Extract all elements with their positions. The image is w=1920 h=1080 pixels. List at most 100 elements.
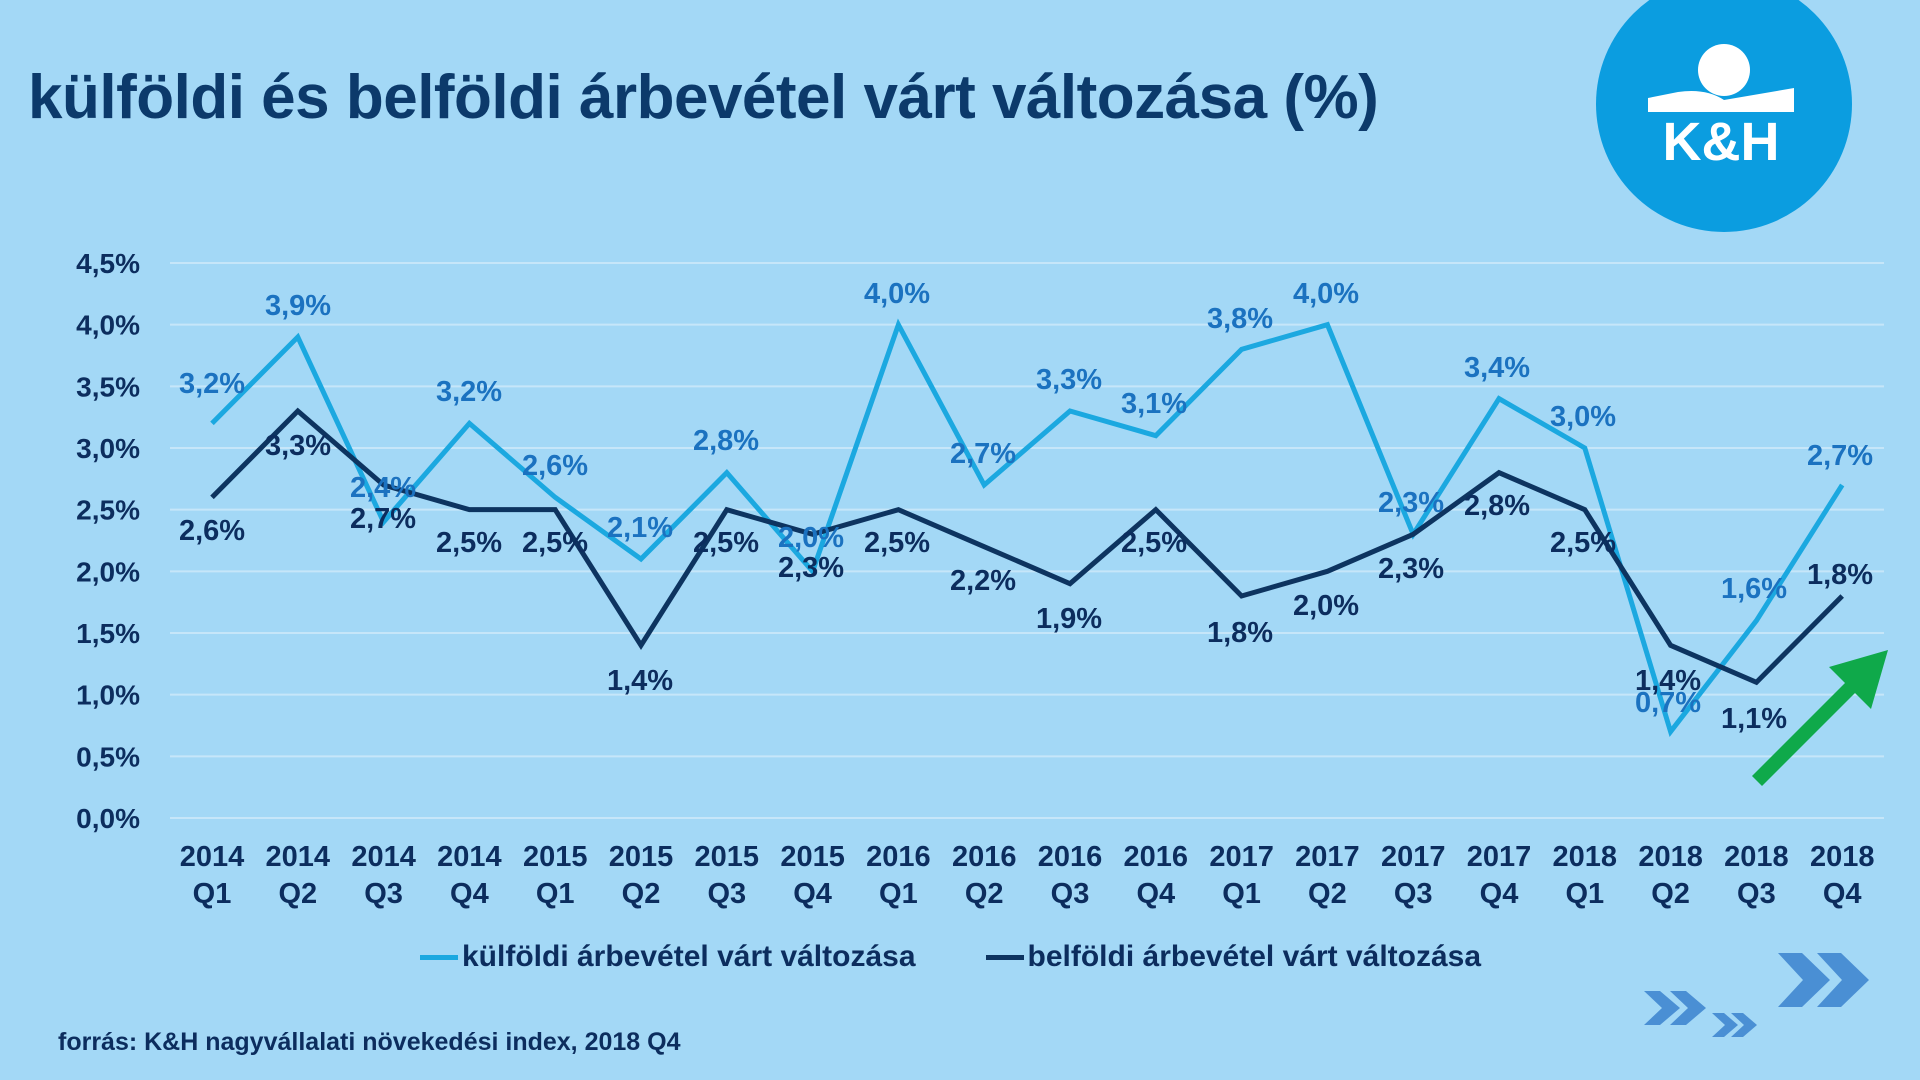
x-tick-label-quarter: Q2: [278, 878, 317, 910]
y-tick-label: 1,5%: [76, 618, 140, 649]
data-label-foreign: 3,2%: [436, 376, 502, 408]
data-label-foreign: 2,8%: [693, 425, 759, 457]
x-tick-label-year: 2017: [1209, 841, 1274, 873]
logo-circle: [1596, 0, 1852, 232]
x-tick-label-year: 2015: [609, 841, 674, 873]
data-label-domestic: 2,3%: [1378, 553, 1444, 585]
legend-swatch-foreign: [420, 954, 458, 960]
x-tick-label-quarter: Q3: [364, 878, 403, 910]
data-label-foreign: 2,4%: [350, 472, 416, 504]
trend-arrow-icon: [1752, 650, 1888, 786]
data-label-foreign: 2,7%: [950, 438, 1016, 470]
chart-title: külföldi és belföldi árbevétel várt vált…: [28, 63, 1379, 132]
data-label-domestic: 3,3%: [265, 430, 331, 462]
gridlines: [170, 262, 1884, 819]
data-label-foreign: 3,9%: [265, 290, 331, 322]
series-line-foreign: [210, 318, 1845, 738]
x-tick-label-year: 2018: [1724, 841, 1789, 873]
data-label-domestic: 2,6%: [179, 515, 245, 547]
legend-swatch-domestic: [985, 954, 1024, 960]
data-label-domestic: 2,7%: [350, 503, 416, 535]
data-label-domestic: 2,5%: [522, 527, 588, 559]
data-label-foreign: 3,1%: [1121, 388, 1187, 420]
data-label-domestic: 1,8%: [1207, 617, 1273, 649]
x-tick-label-quarter: Q3: [707, 878, 746, 910]
data-label-foreign: 4,0%: [1293, 278, 1359, 310]
x-tick-label-quarter: Q1: [879, 878, 918, 910]
data-label-foreign: 4,0%: [864, 278, 930, 310]
x-tick-label-quarter: Q2: [622, 878, 661, 910]
y-tick-label: 2,5%: [76, 495, 140, 526]
x-tick-label-quarter: Q3: [1051, 878, 1090, 910]
x-tick-label-quarter: Q4: [1136, 878, 1175, 910]
legend-item-domestic: belföldi árbevétel várt változása: [985, 940, 1481, 974]
y-tick-label: 1,0%: [76, 680, 140, 711]
y-tick-label: 2,0%: [76, 556, 140, 587]
data-label-foreign: 0,7%: [1635, 687, 1701, 719]
x-tick-label-quarter: Q1: [1222, 878, 1261, 910]
series-lines: [210, 318, 1845, 738]
data-label-domestic: 2,3%: [778, 552, 844, 584]
logo-ball-icon: [1698, 44, 1750, 96]
data-label-foreign: 1,6%: [1721, 573, 1787, 605]
data-label-domestic: 1,4%: [1635, 665, 1701, 697]
data-label-domestic: 2,2%: [950, 565, 1016, 597]
x-tick-label-quarter: Q4: [1823, 878, 1862, 910]
y-tick-label: 4,0%: [76, 310, 140, 341]
x-tick-label-quarter: Q3: [1737, 878, 1776, 910]
data-labels: 3,2% 3,9% 2,4% 3,2% 2,6% 2,1% 2,8% 2,0% 4,0% 2,7%…: [179, 278, 1873, 735]
x-tick-label-year: 2014: [180, 841, 245, 873]
x-tick-label-year: 2014: [266, 841, 331, 873]
data-label-domestic: 2,5%: [864, 527, 930, 559]
data-label-foreign: 3,4%: [1464, 352, 1530, 384]
source-note: forrás: K&H nagyvállalati növekedési ind…: [58, 1028, 681, 1056]
x-tick-label-quarter: Q1: [1565, 878, 1604, 910]
data-label-domestic: 2,5%: [1121, 527, 1187, 559]
x-tick-label-year: 2015: [780, 841, 845, 873]
data-label-domestic: 1,8%: [1807, 559, 1873, 591]
data-label-foreign: 2,0%: [778, 522, 844, 554]
y-tick-label: 3,5%: [76, 371, 140, 402]
x-tick-label-year: 2017: [1381, 841, 1446, 873]
data-label-foreign: 3,8%: [1207, 303, 1273, 335]
logo-wave-icon: [1648, 88, 1794, 112]
legend-item-foreign: külföldi árbevétel várt változása: [420, 940, 916, 974]
x-tick-label-quarter: Q4: [450, 878, 489, 910]
legend-label-foreign: külföldi árbevétel várt változása: [462, 940, 916, 973]
data-label-domestic: 1,4%: [607, 665, 673, 697]
series-line-domestic: [210, 407, 1844, 686]
data-label-domestic: 1,9%: [1036, 603, 1102, 635]
data-label-foreign: 2,3%: [1378, 487, 1444, 519]
data-label-foreign: 2,7%: [1807, 440, 1873, 472]
data-label-domestic: 2,8%: [1464, 490, 1530, 522]
data-label-domestic: 1,1%: [1721, 703, 1787, 735]
data-label-domestic: 2,0%: [1293, 590, 1359, 622]
chevrons-decoration-icon: [1644, 953, 1869, 1037]
y-tick-label: 0,5%: [76, 741, 140, 772]
data-label-foreign: 3,2%: [179, 368, 245, 400]
x-tick-label-year: 2016: [952, 841, 1017, 873]
kh-bank-logo: K&H: [1596, 0, 1852, 232]
x-tick-label-quarter: Q4: [793, 878, 832, 910]
x-tick-label-quarter: Q2: [965, 878, 1004, 910]
x-tick-label-quarter: Q3: [1394, 878, 1433, 910]
x-tick-label-quarter: Q2: [1651, 878, 1690, 910]
x-tick-label-year: 2015: [695, 841, 760, 873]
x-tick-label-year: 2018: [1638, 841, 1703, 873]
x-tick-label-quarter: Q2: [1308, 878, 1347, 910]
data-label-domestic: 2,5%: [693, 527, 759, 559]
x-tick-label-year: 2014: [351, 841, 416, 873]
x-tick-label-year: 2017: [1295, 841, 1360, 873]
data-label-domestic: 2,5%: [1550, 527, 1616, 559]
data-label-foreign: 2,6%: [522, 450, 588, 482]
logo-text: K&H: [1663, 112, 1780, 172]
x-tick-label-year: 2017: [1467, 841, 1532, 873]
y-tick-label: 3,0%: [76, 433, 140, 464]
x-tick-label-year: 2014: [437, 841, 502, 873]
x-tick-label-year: 2016: [1038, 841, 1103, 873]
x-tick-label-year: 2016: [1124, 841, 1189, 873]
data-label-domestic: 2,5%: [436, 527, 502, 559]
x-tick-label-year: 2016: [866, 841, 931, 873]
x-axis: 2014 Q1 2014 Q2 2014 Q3 2014 Q4 2015 Q1 2015 Q2 2015…: [180, 841, 1875, 910]
